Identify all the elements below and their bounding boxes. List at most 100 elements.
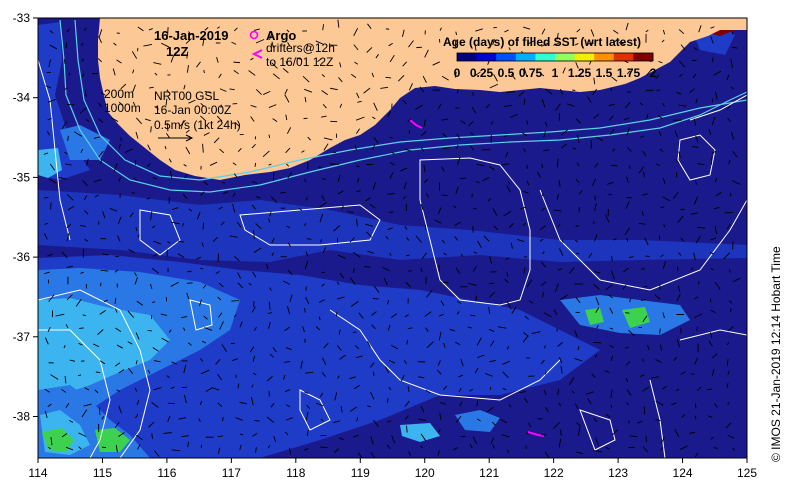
current-vector xyxy=(489,256,493,264)
current-vector xyxy=(272,73,280,80)
current-vector xyxy=(171,207,179,210)
current-vector xyxy=(624,101,631,109)
current-vector xyxy=(502,371,509,379)
current-vector xyxy=(586,96,592,104)
current-vector xyxy=(183,84,186,90)
current-vector xyxy=(267,312,273,315)
current-vector xyxy=(356,218,358,227)
current-vector xyxy=(100,158,103,164)
current-vector xyxy=(625,312,630,314)
current-vector xyxy=(47,253,53,257)
current-vector xyxy=(628,165,631,169)
current-vector xyxy=(69,420,74,423)
current-vector xyxy=(269,287,272,291)
current-vector xyxy=(284,94,290,103)
current-vector xyxy=(65,402,70,408)
current-vector xyxy=(219,148,225,154)
current-vector xyxy=(455,144,459,150)
current-vector xyxy=(676,293,681,302)
current-vector xyxy=(151,433,154,439)
current-vector xyxy=(118,369,125,374)
legend-colorbar xyxy=(456,52,654,62)
current-vector xyxy=(61,388,67,393)
current-vector xyxy=(136,300,144,306)
current-vector xyxy=(320,446,328,449)
current-vector xyxy=(656,163,660,167)
current-vector xyxy=(592,88,597,96)
current-vector xyxy=(171,221,180,225)
current-vector xyxy=(116,389,121,392)
current-vector xyxy=(501,434,510,438)
current-vector xyxy=(115,445,118,453)
current-vector xyxy=(356,189,361,193)
current-vector xyxy=(102,253,109,256)
current-vector xyxy=(585,391,594,395)
current-vector xyxy=(338,77,343,83)
current-vector xyxy=(366,47,373,53)
colorbar-swatch xyxy=(555,53,576,61)
current-vector xyxy=(420,131,427,137)
current-vector xyxy=(233,69,239,75)
current-vector xyxy=(389,54,395,63)
current-vector xyxy=(611,256,613,262)
current-vector xyxy=(485,104,490,109)
current-vector xyxy=(132,69,135,74)
current-vector xyxy=(541,98,546,108)
current-vector xyxy=(604,370,610,374)
current-vector xyxy=(132,84,136,93)
current-vector xyxy=(485,373,493,377)
current-vector xyxy=(222,191,228,195)
current-vector xyxy=(715,91,718,100)
current-vector xyxy=(387,227,393,231)
current-vector xyxy=(221,343,227,352)
current-vector xyxy=(454,71,457,78)
current-vector xyxy=(204,27,209,31)
current-vector xyxy=(576,134,580,144)
current-vector xyxy=(317,58,322,63)
current-vector xyxy=(347,211,354,214)
current-vector xyxy=(205,387,213,392)
current-vector xyxy=(577,346,580,351)
current-vector xyxy=(373,285,380,293)
current-vector xyxy=(302,75,310,83)
current-vector xyxy=(337,375,340,379)
current-vector xyxy=(268,104,277,108)
current-vector xyxy=(248,70,256,76)
current-vector xyxy=(560,429,562,436)
current-vector xyxy=(728,300,733,304)
current-vector xyxy=(693,118,697,126)
current-vector xyxy=(449,329,456,332)
current-vector xyxy=(115,308,118,313)
current-vector xyxy=(587,42,594,45)
current-vector xyxy=(229,88,235,91)
current-vector xyxy=(506,345,510,350)
current-vector xyxy=(234,121,241,127)
current-vector xyxy=(458,374,463,378)
current-vector xyxy=(612,39,618,44)
current-vector xyxy=(407,327,413,330)
current-vector xyxy=(625,346,629,349)
current-vector xyxy=(186,65,189,73)
current-vector xyxy=(730,58,734,68)
current-vector xyxy=(144,118,151,122)
current-vector xyxy=(605,284,613,291)
current-vector xyxy=(508,47,511,51)
current-vector xyxy=(333,420,341,423)
current-vector xyxy=(518,90,525,97)
current-vector xyxy=(503,104,513,107)
current-vector xyxy=(114,421,120,429)
current-vector xyxy=(85,119,90,123)
current-vector xyxy=(334,392,338,401)
current-vector xyxy=(523,98,526,105)
current-vector xyxy=(98,29,103,38)
current-vector xyxy=(282,280,291,285)
current-vector xyxy=(711,57,714,63)
current-vector xyxy=(78,446,82,450)
current-vector xyxy=(161,337,169,343)
current-vector xyxy=(455,267,461,274)
current-vector xyxy=(351,73,357,78)
current-vector xyxy=(713,206,720,210)
bathymetry-contours xyxy=(59,19,747,193)
current-vector xyxy=(574,239,579,243)
current-vector xyxy=(454,236,459,241)
